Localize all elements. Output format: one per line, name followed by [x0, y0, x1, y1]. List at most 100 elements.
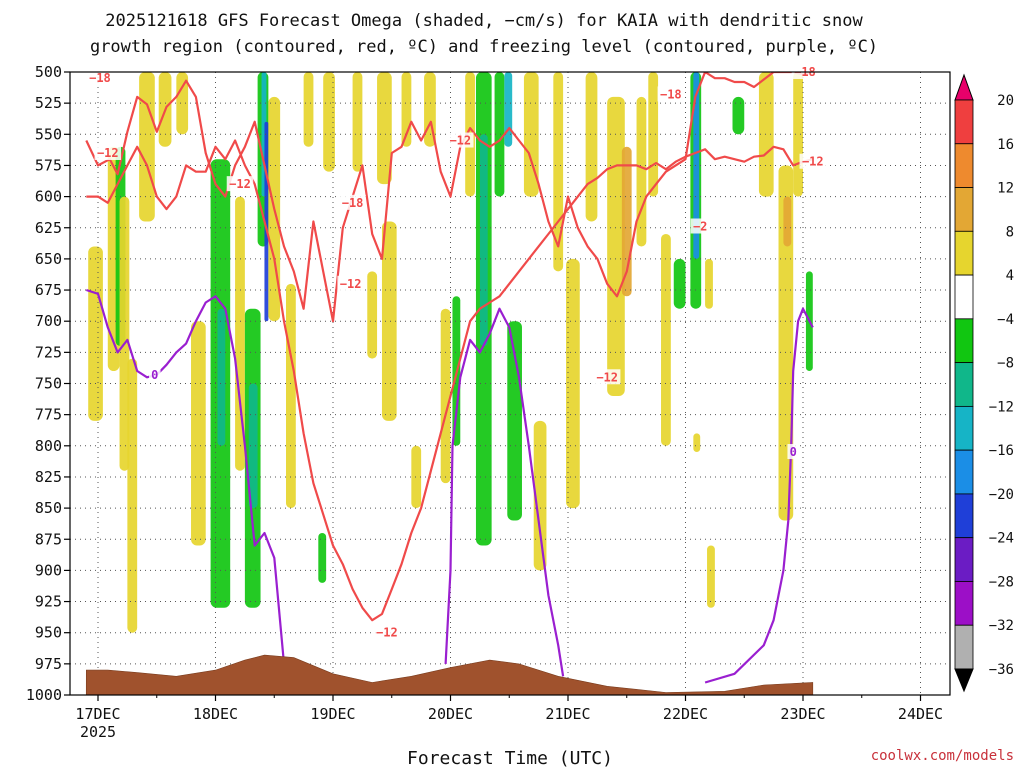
y-tick-label-975: 975 [35, 655, 62, 673]
contour-label-13: 0 [787, 444, 799, 460]
omega-patch-57 [793, 72, 803, 197]
contour-label-5: −12 [373, 624, 401, 640]
omega-patch-50 [693, 433, 701, 453]
omega-patch-46 [661, 233, 671, 446]
temperature-contours [85, 72, 814, 684]
contour-label-bg [447, 132, 474, 148]
colorbar-bin-11 [954, 581, 974, 626]
omega-patch-27 [411, 445, 422, 509]
omega-patch-40 [566, 258, 580, 509]
y-tick-label-700: 700 [35, 312, 62, 330]
colorbar-label-6: −8 [997, 356, 1014, 372]
y-axis-pressure: 500 525 550 575 600 625 650 675 700 725 750 775 800 8… [26, 63, 70, 704]
terrain [85, 654, 814, 695]
colorbar-label-10: −24 [989, 531, 1014, 547]
colorbar-bin-10 [954, 537, 974, 582]
omega-patch-8 [191, 321, 206, 546]
colorbar-top-arrow [954, 73, 974, 101]
contour-label-text: −18 [342, 196, 364, 210]
colorbar-label-1: 16 [997, 137, 1014, 153]
y-tick-label-950: 950 [35, 624, 62, 642]
contour-label-text: −12 [97, 146, 119, 160]
contour-label-bg [337, 275, 364, 291]
omega-patch-56 [783, 196, 792, 247]
colorbar-bin-8 [954, 449, 974, 495]
contour-label-6: −12 [447, 132, 474, 148]
y-tick-label-575: 575 [35, 156, 62, 174]
contour-label-text: −12 [449, 134, 471, 148]
omega-patch-35 [504, 72, 513, 147]
omega-patch-10 [217, 308, 226, 446]
contour-label-bg [690, 218, 710, 234]
x-tick-label-17dec: 17DEC [75, 705, 120, 723]
contour-label-bg [593, 369, 621, 385]
omega-patch-21 [323, 72, 335, 172]
y-tick-label-850: 850 [35, 499, 62, 517]
y-tick-label-825: 825 [35, 468, 62, 486]
omega-patch-0 [88, 246, 103, 421]
contour-label-text: −18 [89, 71, 111, 85]
colorbar-bin-5 [954, 318, 974, 364]
contour-label-bg [94, 144, 122, 160]
contour-label-bg [657, 86, 685, 102]
x-axis-title: Forecast Time (UTC) [407, 748, 613, 768]
contour-label-text: −12 [340, 277, 362, 291]
contour-line-1 [86, 139, 814, 622]
omega-patch-29 [440, 308, 451, 484]
contour-label-text: −18 [660, 87, 682, 101]
omega-patch-3 [119, 196, 130, 471]
contour-label-1: −12 [94, 144, 122, 160]
omega-patch-23 [367, 271, 378, 359]
omega-patch-5 [139, 72, 155, 222]
x-tick-label-19dec: 19DEC [310, 705, 355, 723]
y-tick-label-500: 500 [35, 63, 62, 81]
colorbar-label-2: 12 [997, 181, 1014, 197]
contour-label-text: −12 [802, 155, 824, 169]
colorbar-label-3: 8 [1006, 224, 1014, 240]
contour-line-2 [85, 288, 286, 665]
x-tick-label-24dec: 24DEC [898, 705, 943, 723]
chart-title: 2025121618 GFS Forecast Omega (shaded, −… [90, 11, 878, 57]
colorbar-bin-7 [954, 405, 974, 451]
contour-label-bg [373, 624, 401, 640]
omega-patch-19 [303, 72, 314, 147]
contour-label-bg [226, 176, 254, 192]
colorbar-bin-9 [954, 493, 974, 539]
omega-patch-33 [479, 134, 488, 347]
colorbar-label-8: −16 [989, 443, 1014, 459]
y-tick-label-775: 775 [35, 406, 62, 424]
terrain-fill [85, 654, 814, 695]
colorbar-bin-3 [954, 230, 974, 276]
y-tick-label-900: 900 [35, 561, 62, 579]
omega-patch-24 [377, 72, 392, 185]
colorbar-label-7: −12 [989, 399, 1014, 415]
credit-link[interactable]: coolwx.com/models [871, 748, 1014, 764]
y-tick-label-600: 600 [35, 188, 62, 206]
omega-patch-41 [585, 72, 598, 222]
omega-patch-34 [494, 72, 505, 197]
colorbar-bin-2 [954, 187, 974, 232]
omega-patch-54 [758, 72, 774, 197]
contour-label-bg [799, 153, 827, 169]
colorbar-label-13: −36 [989, 662, 1014, 678]
omega-patch-38 [533, 420, 547, 571]
x-tick-label-21dec: 21DEC [545, 705, 590, 723]
omega-patch-37 [523, 72, 539, 197]
contour-label-text: −12 [229, 177, 251, 191]
y-tick-label-925: 925 [35, 593, 62, 611]
y-tick-label-675: 675 [35, 281, 62, 299]
contour-label-12: 0 [149, 366, 161, 382]
y-tick-label-525: 525 [35, 94, 62, 112]
omega-patch-39 [553, 72, 564, 272]
x-tick-label-23dec: 23DEC [780, 705, 825, 723]
colorbar-label-9: −20 [989, 487, 1014, 503]
colorbar-label-11: −28 [989, 574, 1014, 590]
contour-label-4: −12 [337, 275, 364, 291]
contour-label-bg [339, 194, 366, 210]
contour-label-text: 0 [151, 368, 158, 382]
omega-patch-51 [705, 258, 713, 309]
colorbar-bin-4 [954, 274, 974, 320]
omega-patch-55 [778, 165, 794, 521]
